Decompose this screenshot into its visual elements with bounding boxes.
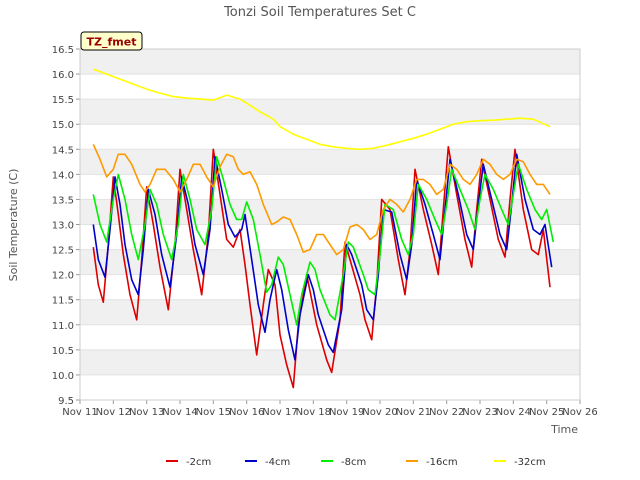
y-tick-label: 12.5 <box>52 246 74 257</box>
site-annotation: TZ_fmet <box>80 31 143 51</box>
x-tick-label: Nov 12 <box>96 407 131 418</box>
x-tick-label: Nov 23 <box>462 407 497 418</box>
x-axis-label: Time <box>550 423 578 436</box>
series-lines <box>92 68 555 389</box>
y-tick-label: 13.5 <box>52 195 74 206</box>
grid-band <box>80 349 580 375</box>
y-tick-label: 11.0 <box>52 321 74 332</box>
grid-band <box>80 49 580 75</box>
legend-label: -2cm <box>186 457 211 468</box>
y-tick-label: 14.0 <box>52 170 74 181</box>
y-tick-label: 16.5 <box>52 45 74 56</box>
y-tick-label: 14.5 <box>52 145 74 156</box>
x-tick-label: Nov 22 <box>429 407 464 418</box>
series-line-4cmcm <box>92 153 553 361</box>
grid-band <box>80 99 580 125</box>
y-tick-label: 16.0 <box>52 70 74 81</box>
x-tick-label: Nov 14 <box>162 407 197 418</box>
site-annotation-label: TZ_fmet <box>87 36 137 49</box>
y-tick-label: 13.0 <box>52 221 74 232</box>
legend-label: -32cm <box>514 457 546 468</box>
plot-frame <box>79 48 581 401</box>
x-tick-label: Nov 26 <box>562 407 597 418</box>
x-tick-label: Nov 11 <box>62 407 97 418</box>
series-line-2cmcm <box>92 146 551 389</box>
y-tick-label: 15.0 <box>52 120 74 131</box>
x-tick-label: Nov 21 <box>396 407 431 418</box>
chart-title: Tonzi Soil Temperatures Set C <box>223 5 416 20</box>
y-tick-label: 15.5 <box>52 95 74 106</box>
series-line-16cmcm <box>92 143 551 256</box>
x-tick-label: Nov 19 <box>329 407 364 418</box>
x-tick-label: Nov 15 <box>196 407 231 418</box>
grid-band <box>80 299 580 325</box>
y-tick-label: 10.0 <box>52 371 74 382</box>
x-tick-label: Nov 16 <box>229 407 264 418</box>
x-tick-label: Nov 17 <box>262 407 297 418</box>
y-tick-label: 10.5 <box>52 346 74 357</box>
x-tick-label: Nov 25 <box>529 407 564 418</box>
legend: -2cm -4cm -8cm -16cm -32cm <box>166 457 546 468</box>
y-axis-label: Soil Temperature (C) <box>7 169 20 282</box>
series-line-32cmcm <box>93 68 551 151</box>
grid-band <box>80 149 580 175</box>
y-axis-ticks: 9.5 10.0 10.5 11.0 11.5 12.0 12.5 13.0 13.5 14.0 1… <box>52 45 80 407</box>
legend-label: -8cm <box>341 457 366 468</box>
series-line-8cmcm <box>92 156 555 326</box>
legend-label: -4cm <box>265 457 290 468</box>
x-tick-label: Nov 18 <box>296 407 331 418</box>
y-tick-label: 11.5 <box>52 296 74 307</box>
y-tick-label: 12.0 <box>52 271 74 282</box>
plot-background-bands <box>80 48 580 401</box>
x-tick-label: Nov 24 <box>496 407 531 418</box>
x-tick-label: Nov 20 <box>362 407 397 418</box>
y-tick-label: 9.5 <box>58 396 74 407</box>
legend-label: -16cm <box>426 457 458 468</box>
x-tick-label: Nov 13 <box>129 407 164 418</box>
